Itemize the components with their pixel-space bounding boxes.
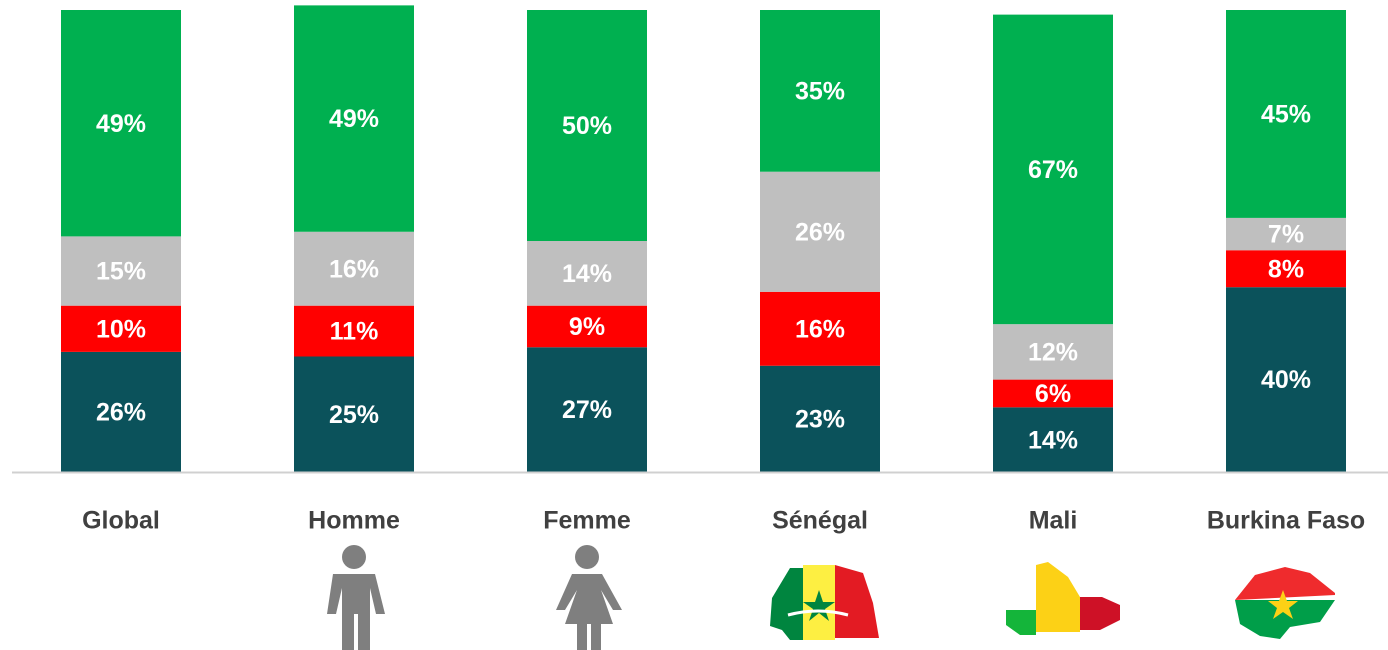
bar-segment — [1226, 217, 1346, 251]
bar-segment — [61, 305, 181, 352]
bar-segment — [61, 351, 181, 472]
value-label: 49% — [329, 105, 379, 133]
woman-icon — [556, 545, 622, 650]
value-label: 7% — [1268, 221, 1304, 249]
mali-flag-map — [1006, 562, 1120, 635]
man-icon — [327, 545, 385, 650]
bar-segment — [760, 365, 880, 472]
value-label: 27% — [562, 396, 612, 424]
bar-segment — [760, 291, 880, 366]
value-label: 45% — [1261, 101, 1311, 129]
bar-segment — [1226, 10, 1346, 218]
value-label: 26% — [96, 399, 146, 427]
bar-segment — [294, 5, 414, 232]
plot — [61, 5, 1346, 472]
bar-segment — [760, 10, 880, 172]
value-label: 12% — [1028, 338, 1078, 366]
value-label: 14% — [562, 260, 612, 288]
bar-segment — [1226, 287, 1346, 472]
value-label: 49% — [96, 110, 146, 138]
bar-segment — [527, 10, 647, 241]
value-label: 23% — [795, 405, 845, 433]
value-label: 10% — [96, 315, 146, 343]
category-label: Femme — [543, 507, 631, 535]
value-label: 35% — [795, 77, 845, 105]
value-label: 8% — [1268, 255, 1304, 283]
senegal-flag-map — [770, 565, 879, 640]
bar-segment — [993, 14, 1113, 325]
category-label: Global — [82, 507, 160, 535]
burkina-flag-map — [1235, 567, 1335, 639]
value-label: 9% — [569, 313, 605, 341]
category-label: Homme — [308, 507, 400, 535]
bar-segment — [527, 305, 647, 348]
value-label: 14% — [1028, 426, 1078, 454]
value-label: 11% — [330, 318, 379, 346]
value-label: 16% — [795, 315, 845, 343]
value-label: 50% — [562, 112, 612, 140]
value-label: 26% — [795, 218, 845, 246]
bar-segment — [294, 231, 414, 306]
value-label: 25% — [329, 401, 379, 429]
bar-segment — [294, 356, 414, 472]
value-label: 15% — [96, 258, 146, 286]
category-label: Mali — [1029, 507, 1078, 535]
bar-segment — [61, 10, 181, 237]
value-label: 40% — [1261, 366, 1311, 394]
bar-segment — [993, 379, 1113, 408]
bar-segment — [1226, 250, 1346, 288]
bar-segment — [760, 171, 880, 292]
value-label: 67% — [1028, 156, 1078, 184]
bar-segment — [993, 324, 1113, 380]
bar-segment — [993, 407, 1113, 472]
category-label: Sénégal — [772, 507, 868, 535]
value-label: 16% — [329, 255, 379, 283]
bar-segment — [527, 241, 647, 306]
bar-segment — [61, 236, 181, 306]
bar-segment — [294, 305, 414, 357]
category-label: Burkina Faso — [1207, 507, 1365, 535]
bar-segment — [527, 347, 647, 472]
value-label: 6% — [1035, 380, 1071, 408]
